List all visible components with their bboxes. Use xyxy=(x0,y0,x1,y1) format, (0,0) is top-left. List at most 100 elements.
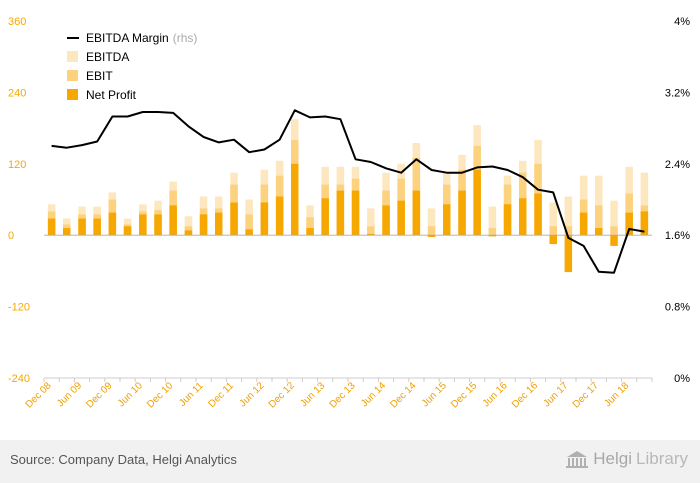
chart-svg: Dec 08 Jun 09 Dec 09 Jun 10 Dec 10 Jun 11 Dec … xyxy=(8,16,690,411)
net-profit-bar xyxy=(519,198,527,236)
left-axis-tick-label: -240 xyxy=(8,373,30,385)
legend-ebitda-label: EBITDA xyxy=(86,50,129,64)
x-axis-tick-label: Dec 10 xyxy=(145,380,175,410)
net-profit-bar xyxy=(503,204,512,236)
ebitda-bar xyxy=(488,206,497,236)
net-profit-bar xyxy=(215,212,223,236)
net-profit-bar xyxy=(260,202,269,236)
ebitda-bar xyxy=(367,208,375,236)
x-axis-tick-label: Jun 16 xyxy=(481,380,510,409)
net-profit-bar xyxy=(610,235,618,246)
x-axis-tick-label: Dec 16 xyxy=(510,380,540,410)
net-profit-bar xyxy=(397,200,405,236)
left-axis-tick-label: 360 xyxy=(8,16,26,28)
net-profit-bar xyxy=(230,202,238,236)
x-axis-tick-label: Dec 11 xyxy=(206,380,236,410)
net-profit-bar xyxy=(534,193,542,236)
left-axis-tick-label: -120 xyxy=(8,302,30,314)
net-profit-bar xyxy=(488,235,497,237)
legend: EBITDA Margin (rhs) EBITDA EBIT Net Profi… xyxy=(67,31,197,102)
x-axis-tick-label: Dec 15 xyxy=(449,380,479,410)
net-profit-bar xyxy=(427,235,436,237)
right-axis-tick-label: 4% xyxy=(674,16,690,28)
x-axis-tick-label: Jun 13 xyxy=(298,380,327,409)
left-axis: -240 -120 0 120 240 360 xyxy=(8,16,30,385)
right-axis: 0% 0.8% 1.6% 2.4% 3.2% 4% xyxy=(665,16,690,385)
left-axis-tick-label: 240 xyxy=(8,87,26,99)
right-axis-tick-label: 0% xyxy=(674,373,690,385)
x-axis-tick-label: Jun 09 xyxy=(55,380,84,409)
net-profit-bar xyxy=(579,212,588,236)
ebitda-bar xyxy=(427,208,436,236)
left-axis-tick-label: 120 xyxy=(8,159,26,171)
net-profit-bar xyxy=(63,228,71,236)
ebit-bar xyxy=(306,217,314,236)
x-axis-tick-label: Jun 15 xyxy=(420,380,449,409)
x-axis-tick-label: Jun 18 xyxy=(602,380,631,409)
net-profit-bar xyxy=(321,198,329,236)
logo-sub-text: Library xyxy=(636,449,688,468)
x-axis-tick-label: Dec 14 xyxy=(388,380,418,410)
ebit-bar xyxy=(564,226,573,236)
net-profit-bar xyxy=(443,204,451,236)
x-axis-tick-label: Jun 12 xyxy=(238,380,267,409)
net-profit-bar xyxy=(382,205,390,236)
legend-ebitda-swatch xyxy=(67,51,78,62)
net-profit-bar xyxy=(47,218,56,236)
net-profit-bar xyxy=(154,214,162,236)
net-profit-bar xyxy=(412,190,421,236)
left-axis-tick-label: 0 xyxy=(8,230,14,242)
net-profit-bar xyxy=(564,235,573,273)
net-profit-bar xyxy=(291,163,299,236)
ebit-bar xyxy=(610,226,618,236)
net-profit-bar xyxy=(184,230,193,236)
right-axis-tick-label: 3.2% xyxy=(665,87,690,99)
legend-net-profit-swatch xyxy=(67,89,78,100)
net-profit-bar xyxy=(78,218,86,236)
source-text: Source: Company Data, Helgi Analytics xyxy=(10,452,237,467)
ebitda-bar xyxy=(640,172,649,236)
net-profit-bar xyxy=(367,234,375,236)
ebitda-bar xyxy=(564,196,573,236)
ebitda-bar xyxy=(610,200,618,236)
legend-margin-label: EBITDA Margin (rhs) xyxy=(86,31,197,45)
ebit-bar xyxy=(245,214,253,236)
x-axis-tick-label: Jun 10 xyxy=(116,380,145,409)
legend-net-profit-label: Net Profit xyxy=(86,88,137,102)
right-axis-tick-label: 0.8% xyxy=(665,302,690,314)
net-profit-bar xyxy=(336,190,345,236)
library-building-icon xyxy=(566,451,589,468)
net-profit-bar xyxy=(245,229,253,236)
x-axis: Dec 08 Jun 09 Dec 09 Jun 10 Dec 10 Jun 11 Dec … xyxy=(24,377,653,411)
net-profit-bar xyxy=(595,228,603,236)
ebit-bar xyxy=(549,226,557,236)
x-axis-tick-label: Dec 09 xyxy=(84,380,114,410)
helgi-library-logo[interactable]: Helgi Library xyxy=(565,449,688,469)
net-profit-bar xyxy=(169,205,177,236)
ebitda-bar xyxy=(184,216,193,236)
legend-ebit-swatch xyxy=(67,70,78,81)
net-profit-bar xyxy=(139,214,147,236)
x-axis-tick-label: Dec 13 xyxy=(328,380,358,410)
net-profit-bar xyxy=(108,212,117,236)
line-layer xyxy=(51,109,645,274)
right-axis-tick-label: 1.6% xyxy=(665,230,690,242)
x-axis-tick-label: Jun 17 xyxy=(542,380,571,409)
ebit-bar xyxy=(367,226,375,236)
net-profit-bar xyxy=(306,228,314,236)
net-profit-bar xyxy=(549,235,557,245)
ebit-bar xyxy=(488,228,497,236)
logo-main-text: Helgi xyxy=(593,449,633,468)
bars-layer xyxy=(47,119,649,273)
x-axis-tick-label: Jun 11 xyxy=(177,380,206,409)
right-axis-tick-label: 2.4% xyxy=(665,159,690,171)
net-profit-bar xyxy=(93,218,101,236)
ebit-bar xyxy=(427,226,436,236)
x-axis-tick-label: Dec 17 xyxy=(571,380,601,410)
net-profit-bar xyxy=(351,190,360,236)
net-profit-bar xyxy=(199,214,208,236)
chart-area: Dec 08 Jun 09 Dec 09 Jun 10 Dec 10 Jun 11 Dec … xyxy=(8,16,690,411)
net-profit-bar xyxy=(275,196,284,236)
legend-ebit-label: EBIT xyxy=(86,69,113,83)
net-profit-bar xyxy=(640,211,649,236)
